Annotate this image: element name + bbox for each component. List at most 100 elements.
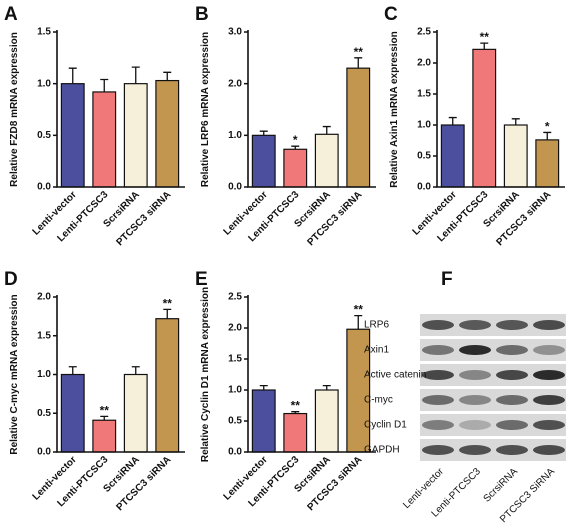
bar	[123, 373, 148, 453]
error-bar	[543, 131, 552, 140]
blot-strip	[420, 439, 566, 461]
y-tick-label: 1.0	[417, 120, 431, 131]
blot-band	[533, 395, 565, 405]
blot-strip	[420, 414, 566, 436]
bar	[123, 83, 148, 188]
blot-band	[422, 395, 454, 405]
y-tick-label: 2.5	[417, 27, 431, 38]
blot-band	[422, 370, 454, 380]
y-axis-label: Relative Axin1 mRNA expression	[389, 31, 400, 188]
error-bar	[259, 385, 268, 390]
y-axis-label: Relative C-myc mRNA expression	[9, 294, 20, 454]
y-tick-label: 3.0	[228, 27, 242, 38]
y-tick-label: 2.0	[417, 58, 431, 69]
error-bar	[100, 78, 109, 92]
bar	[314, 389, 339, 453]
error-bar	[480, 42, 489, 50]
error-bar	[448, 116, 457, 125]
blot-strip	[420, 364, 566, 386]
blot-row-label: Active catenin	[364, 370, 426, 381]
bar	[251, 134, 276, 188]
blot-band	[496, 320, 528, 330]
y-axis-label: Relative FZD8 mRNA expression	[9, 32, 20, 187]
blot-band	[496, 345, 528, 355]
blot-strip	[420, 339, 566, 361]
panel-label: A	[4, 4, 18, 25]
blot-band	[533, 345, 565, 355]
y-tick-label: 0.0	[228, 182, 242, 193]
significance-label: **	[480, 30, 490, 44]
blot-band	[533, 420, 565, 430]
error-bar	[511, 118, 520, 125]
y-tick-label: 1.5	[37, 330, 51, 341]
y-tick-label: 1.5	[37, 27, 51, 38]
y-tick-label: 1.5	[417, 89, 431, 100]
blot-band	[459, 395, 491, 405]
significance-label: **	[100, 403, 110, 417]
axes	[247, 295, 376, 453]
blot-band	[533, 445, 565, 455]
error-bar	[354, 57, 363, 69]
blot-band	[459, 320, 491, 330]
blot-band	[459, 370, 491, 380]
y-tick-label: 2.5	[228, 292, 242, 303]
error-bar	[291, 145, 300, 150]
blot-band	[422, 420, 454, 430]
error-bar	[68, 67, 77, 84]
y-tick-label: 1.0	[228, 130, 242, 141]
significance-label: **	[354, 45, 364, 59]
error-bar	[68, 366, 77, 375]
panel-label: D	[4, 269, 18, 290]
y-axis-label: Relative Cyclin D1 mRNA expression	[200, 287, 211, 462]
blot-row-label: Cyclin D1	[364, 420, 407, 431]
blot-row-label: C-myc	[364, 395, 393, 406]
blot-strip	[420, 389, 566, 411]
blot-band	[496, 395, 528, 405]
error-bar	[131, 66, 140, 84]
blot-band	[422, 445, 454, 455]
panel-label: B	[195, 4, 209, 25]
blot-row-label: LRP6	[364, 320, 389, 331]
panel-label: F	[441, 269, 453, 290]
significance-label: **	[163, 296, 173, 310]
error-bar	[131, 366, 140, 375]
y-tick-label: 0.5	[228, 416, 242, 427]
significance-label: **	[291, 399, 301, 413]
bar	[155, 318, 180, 453]
y-tick-label: 0.5	[417, 151, 431, 162]
y-tick-label: 1.0	[37, 369, 51, 380]
x-tick-label: PTCSC3 siRNA	[115, 454, 174, 513]
bar	[155, 79, 180, 188]
panel-label: E	[195, 269, 208, 290]
bar	[60, 373, 85, 453]
axes	[247, 30, 376, 188]
blot-band	[459, 345, 491, 355]
error-bar	[354, 314, 363, 330]
y-tick-label: 1.0	[228, 385, 242, 396]
blot-band	[422, 320, 454, 330]
blot-row-label: GAPDH	[364, 445, 400, 456]
error-bar	[259, 130, 268, 136]
blot-band	[459, 420, 491, 430]
bar	[472, 48, 497, 188]
error-bar	[322, 125, 331, 135]
axes	[436, 30, 565, 188]
bar	[283, 412, 308, 453]
error-bar	[322, 385, 331, 390]
blot-band	[459, 445, 491, 455]
bar	[60, 83, 85, 188]
bar	[346, 67, 371, 188]
error-bar	[100, 415, 109, 421]
blot-lane-label: ScrsiRNA	[482, 466, 521, 505]
y-tick-label: 1.5	[228, 354, 242, 365]
y-tick-label: 1.0	[37, 78, 51, 89]
blot-row-label: Axin1	[364, 345, 389, 356]
blot-band	[533, 320, 565, 330]
blot-band	[422, 345, 454, 355]
y-tick-label: 2.0	[37, 292, 51, 303]
bar	[92, 419, 117, 453]
x-tick-label: PTCSC3 siRNA	[495, 189, 554, 248]
y-tick-label: 0.5	[37, 408, 51, 419]
y-tick-label: 0.0	[417, 182, 431, 193]
bar	[440, 124, 465, 188]
